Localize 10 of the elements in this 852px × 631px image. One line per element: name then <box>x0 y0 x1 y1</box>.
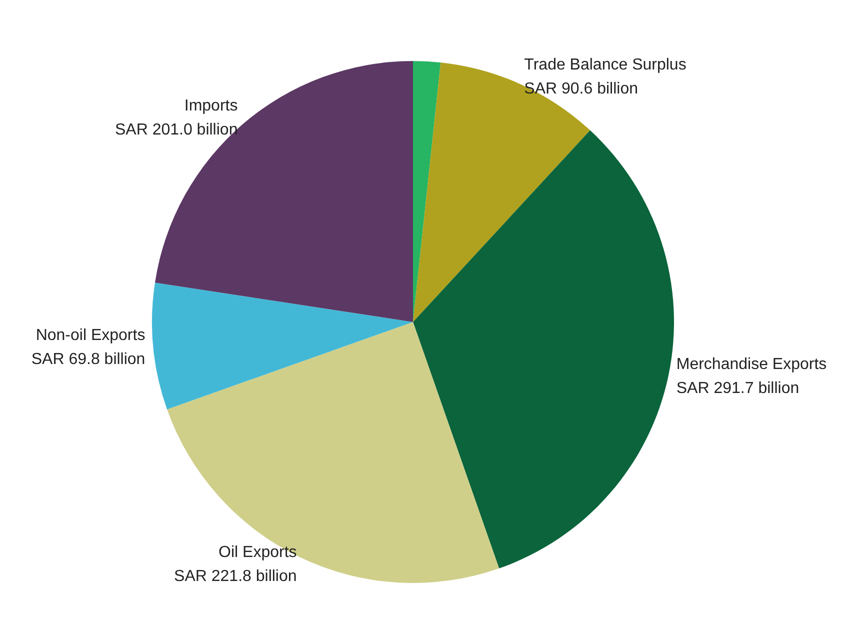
data-label: SAR 90.6 billion <box>524 80 638 98</box>
slice-label: Merchandise Exports <box>676 356 827 374</box>
slice-label: Imports <box>184 97 238 114</box>
data-label: SAR 201.0 billion <box>114 121 238 138</box>
slice-label: Oil Exports <box>218 544 297 562</box>
data-label: SAR 221.8 billion <box>174 568 297 586</box>
slice-label: Trade Balance Surplus <box>524 56 686 74</box>
data-label: SAR 291.7 billion <box>676 380 800 398</box>
data-label: SAR 69.8 billion <box>31 350 146 368</box>
slice-label: Non-oil Exports <box>36 326 146 344</box>
